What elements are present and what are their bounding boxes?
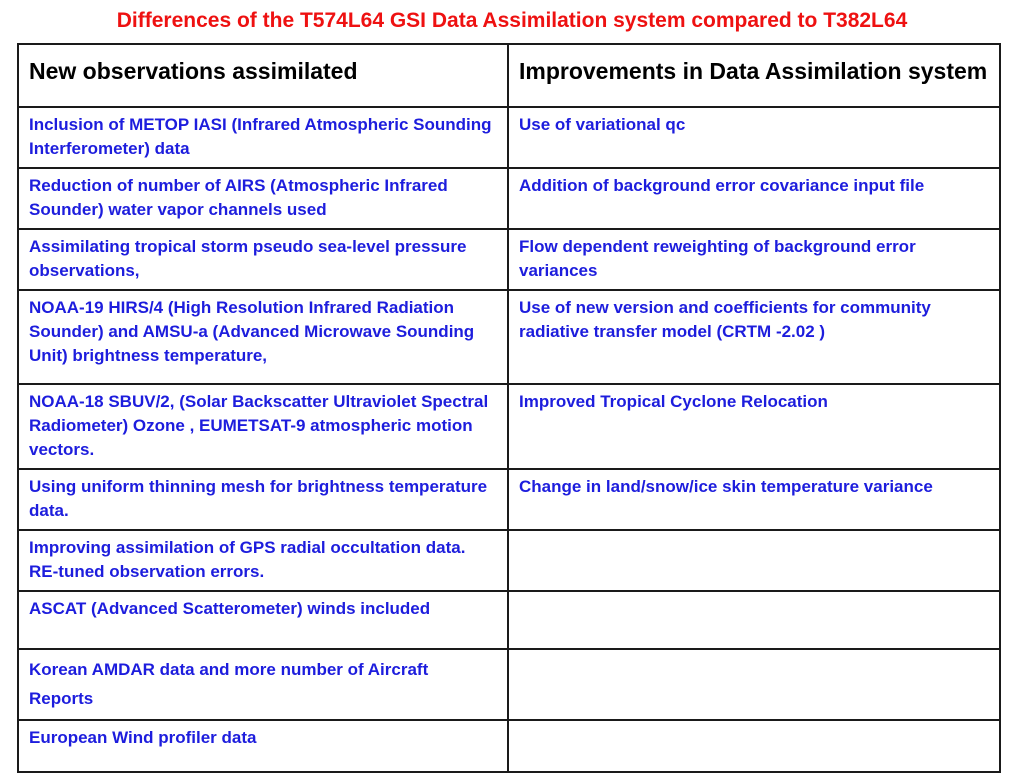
header-new-observations: New observations assimilated	[17, 43, 509, 108]
table-row: ASCAT (Advanced Scatterometer) winds inc…	[17, 590, 1001, 650]
page-title: Differences of the T574L64 GSI Data Assi…	[116, 9, 908, 32]
table-row: NOAA-19 HIRS/4 (High Resolution Infrared…	[17, 289, 1001, 385]
header-improvements: Improvements in Data Assimilation system	[507, 43, 1001, 108]
improvement-cell: Flow dependent reweighting of background…	[507, 228, 1001, 291]
improvement-cell	[507, 719, 1001, 773]
table-row: Improving assimilation of GPS radial occ…	[17, 529, 1001, 592]
comparison-table: New observations assimilated Improvement…	[17, 43, 1001, 773]
table-row: Inclusion of METOP IASI (Infrared Atmosp…	[17, 106, 1001, 169]
table-row: European Wind profiler data	[17, 719, 1001, 773]
improvement-cell	[507, 590, 1001, 650]
improvement-cell: Improved Tropical Cyclone Relocation	[507, 383, 1001, 470]
table-header-row: New observations assimilated Improvement…	[17, 43, 1001, 108]
table-row: Assimilating tropical storm pseudo sea-l…	[17, 228, 1001, 291]
improvement-cell: Use of new version and coefficients for …	[507, 289, 1001, 385]
observation-cell: NOAA-18 SBUV/2, (Solar Backscatter Ultra…	[17, 383, 509, 470]
observation-cell: Reduction of number of AIRS (Atmospheric…	[17, 167, 509, 230]
observation-cell: Korean AMDAR data and more number of Air…	[17, 648, 509, 721]
table-row: Using uniform thinning mesh for brightne…	[17, 468, 1001, 531]
observation-cell: ASCAT (Advanced Scatterometer) winds inc…	[17, 590, 509, 650]
table-row: Korean AMDAR data and more number of Air…	[17, 648, 1001, 721]
observation-cell: Improving assimilation of GPS radial occ…	[17, 529, 509, 592]
improvement-cell	[507, 648, 1001, 721]
improvement-cell: Addition of background error covariance …	[507, 167, 1001, 230]
improvement-cell: Use of variational qc	[507, 106, 1001, 169]
table-row: NOAA-18 SBUV/2, (Solar Backscatter Ultra…	[17, 383, 1001, 470]
improvement-cell: Change in land/snow/ice skin temperature…	[507, 468, 1001, 531]
improvement-cell	[507, 529, 1001, 592]
observation-cell: Using uniform thinning mesh for brightne…	[17, 468, 509, 531]
observation-cell: Assimilating tropical storm pseudo sea-l…	[17, 228, 509, 291]
observation-cell: European Wind profiler data	[17, 719, 509, 773]
observation-cell: Inclusion of METOP IASI (Infrared Atmosp…	[17, 106, 509, 169]
table-row: Reduction of number of AIRS (Atmospheric…	[17, 167, 1001, 230]
observation-cell: NOAA-19 HIRS/4 (High Resolution Infrared…	[17, 289, 509, 385]
